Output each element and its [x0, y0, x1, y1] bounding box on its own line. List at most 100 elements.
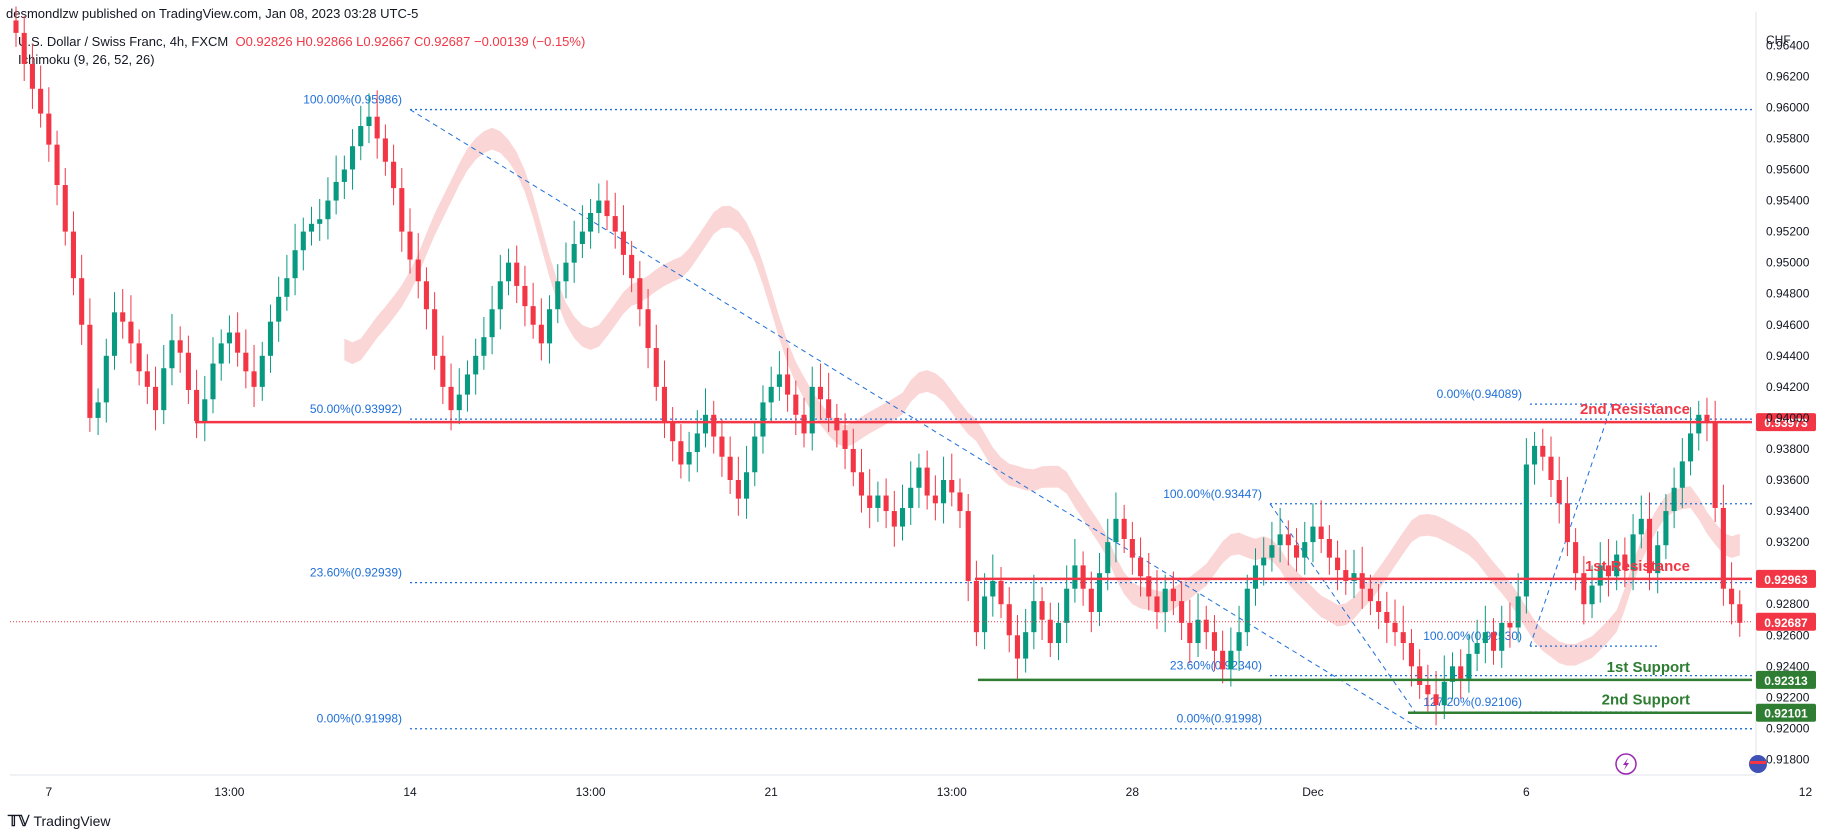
candle[interactable] [325, 177, 331, 240]
candle[interactable] [341, 155, 347, 199]
candle[interactable] [1573, 528, 1579, 591]
candle[interactable] [555, 264, 561, 324]
candle[interactable] [949, 453, 955, 507]
candle[interactable] [13, 6, 19, 47]
candle[interactable] [793, 380, 799, 435]
candle[interactable] [1129, 521, 1135, 575]
candle[interactable] [202, 375, 208, 442]
candle[interactable] [596, 183, 602, 234]
candle[interactable] [1482, 605, 1488, 664]
candle[interactable] [1195, 593, 1201, 658]
candle[interactable] [776, 351, 782, 401]
candle[interactable] [1244, 574, 1250, 647]
candle[interactable] [547, 295, 553, 364]
candle[interactable] [973, 560, 979, 647]
candle[interactable] [620, 205, 626, 276]
candle[interactable] [1417, 649, 1423, 699]
indicator-label[interactable]: Ichimoku (9, 26, 52, 26) [18, 52, 155, 67]
candle[interactable] [111, 292, 118, 370]
candle[interactable] [350, 129, 356, 190]
candle[interactable] [817, 363, 823, 420]
candle[interactable] [1523, 438, 1529, 614]
candle[interactable] [916, 453, 922, 508]
candle[interactable] [1384, 591, 1390, 644]
candle[interactable] [1228, 627, 1234, 687]
candle[interactable] [850, 428, 856, 487]
candle[interactable] [1663, 493, 1669, 560]
candle[interactable] [612, 192, 618, 249]
candle[interactable] [571, 220, 577, 283]
candle[interactable] [21, 15, 27, 81]
candle[interactable] [727, 436, 733, 494]
candle[interactable] [1605, 539, 1611, 597]
candle[interactable] [54, 130, 60, 206]
candle[interactable] [136, 329, 142, 386]
candle[interactable] [103, 338, 109, 423]
candle[interactable] [1351, 549, 1357, 599]
candle[interactable] [702, 388, 709, 448]
candle[interactable] [161, 344, 167, 425]
candle[interactable] [358, 105, 364, 161]
candle[interactable] [990, 554, 996, 617]
candle[interactable] [719, 419, 725, 477]
candle[interactable] [858, 448, 865, 513]
candle[interactable] [530, 282, 536, 339]
candle[interactable] [120, 289, 126, 339]
candle[interactable] [1203, 605, 1209, 650]
candle[interactable] [1655, 531, 1661, 594]
candle[interactable] [432, 292, 438, 370]
candle[interactable] [1400, 605, 1406, 661]
candle[interactable] [1162, 574, 1168, 633]
candle[interactable] [711, 400, 717, 454]
candle[interactable] [670, 407, 676, 462]
candle[interactable] [1179, 580, 1185, 640]
candle[interactable] [965, 493, 971, 602]
candle[interactable] [259, 341, 265, 401]
candle[interactable] [1220, 630, 1226, 684]
candle[interactable] [1548, 436, 1554, 498]
symbol-label[interactable]: U.S. Dollar / Swiss Franc, 4h, FXCM [18, 34, 229, 49]
candle[interactable] [391, 144, 397, 206]
candle[interactable] [653, 324, 659, 401]
candle[interactable] [604, 180, 610, 231]
candle[interactable] [1540, 428, 1546, 471]
candle[interactable] [941, 456, 947, 524]
candle[interactable] [891, 490, 897, 547]
candle[interactable] [481, 316, 487, 370]
candle[interactable] [1441, 655, 1447, 720]
candle[interactable] [423, 267, 429, 330]
candle[interactable] [1556, 456, 1562, 524]
candle[interactable] [1466, 633, 1472, 693]
candle[interactable] [1499, 605, 1505, 668]
candle[interactable] [637, 261, 643, 327]
candle[interactable] [1096, 552, 1103, 626]
candle[interactable] [982, 573, 988, 650]
candle[interactable] [448, 363, 454, 431]
candle[interactable] [1392, 599, 1398, 647]
candle[interactable] [1343, 549, 1349, 595]
candle[interactable] [243, 329, 249, 389]
candle[interactable] [924, 450, 930, 510]
candle[interactable] [735, 456, 741, 516]
candle[interactable] [1564, 476, 1570, 557]
candle[interactable] [267, 304, 274, 373]
candle[interactable] [522, 265, 528, 327]
candle[interactable] [834, 403, 840, 448]
candle[interactable] [579, 205, 585, 258]
candle[interactable] [678, 424, 684, 479]
candle[interactable] [1261, 537, 1267, 586]
candle[interactable] [768, 366, 774, 423]
candle[interactable] [661, 360, 668, 439]
candle[interactable] [1729, 562, 1735, 625]
candle[interactable] [1318, 500, 1324, 553]
candle[interactable] [957, 478, 963, 529]
candle[interactable] [87, 298, 93, 432]
candle[interactable] [218, 329, 224, 381]
candle[interactable] [686, 431, 692, 482]
candle[interactable] [867, 469, 873, 529]
candle[interactable] [785, 348, 791, 412]
candle[interactable] [440, 335, 446, 404]
candle[interactable] [1031, 574, 1037, 650]
candle[interactable] [276, 276, 282, 342]
candle[interactable] [497, 254, 503, 330]
